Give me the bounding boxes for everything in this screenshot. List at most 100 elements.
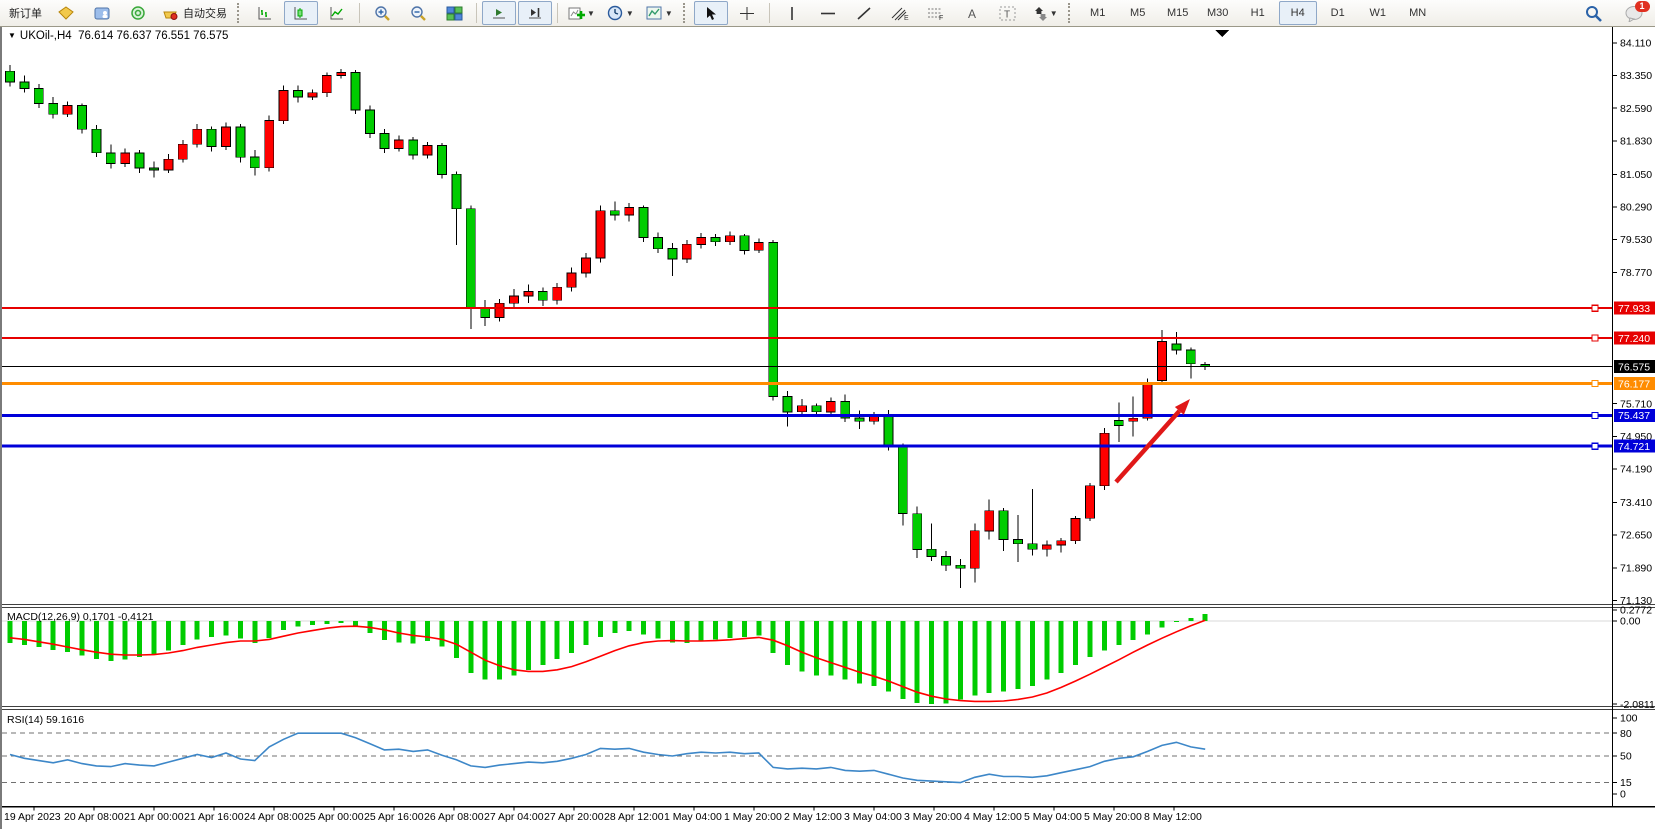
dropdown-caret: ▼ xyxy=(664,8,673,18)
chart-title: ▼ UKOil-,H4 76.614 76.637 76.551 76.575 xyxy=(8,30,228,42)
text-label-icon: T xyxy=(999,6,1016,20)
chart-window: 84.110 83.350 82.590 81.830 81.050 80.290 79.5… xyxy=(0,27,1655,829)
templates-icon xyxy=(646,6,662,19)
svg-text:28 Apr 12:00: 28 Apr 12:00 xyxy=(604,811,664,823)
svg-text:84.110: 84.110 xyxy=(1620,38,1651,50)
text-label-button[interactable]: T xyxy=(991,1,1025,25)
arrows-icon xyxy=(1034,6,1047,21)
chart-shift-icon xyxy=(528,7,541,18)
auto-scroll-button[interactable] xyxy=(482,1,516,25)
svg-text:F: F xyxy=(939,15,943,21)
fibonacci-button[interactable]: F xyxy=(919,1,953,25)
chart-shift-button[interactable] xyxy=(518,1,552,25)
timeframe-button-m30[interactable]: M30 xyxy=(1206,7,1229,19)
signals-button[interactable] xyxy=(121,1,155,25)
toolbar-drag-handle[interactable] xyxy=(237,3,243,23)
svg-text:3 May 04:00: 3 May 04:00 xyxy=(844,811,902,823)
toolbar-drag-handle[interactable] xyxy=(682,3,689,23)
crosshair-icon xyxy=(739,6,754,20)
svg-text:81.050: 81.050 xyxy=(1620,169,1652,181)
equidistant-channel-button[interactable]: E xyxy=(883,1,917,25)
search-button[interactable] xyxy=(1577,1,1611,25)
profiles-button[interactable] xyxy=(85,1,119,25)
zoom-out-icon xyxy=(410,6,426,21)
svg-text:21 Apr 00:00: 21 Apr 00:00 xyxy=(124,811,184,823)
svg-text:26 Apr 08:00: 26 Apr 08:00 xyxy=(424,811,484,823)
search-icon xyxy=(1586,5,1602,22)
line-chart-icon xyxy=(330,6,343,19)
dropdown-caret: ▼ xyxy=(587,8,595,18)
svg-text:20 Apr 08:00: 20 Apr 08:00 xyxy=(64,811,124,823)
svg-text:25 Apr 16:00: 25 Apr 16:00 xyxy=(364,811,424,823)
timeframe-button-w1[interactable]: W1 xyxy=(1369,7,1386,19)
new-order-button[interactable]: 新订单 xyxy=(4,1,47,25)
vertical-line-button[interactable] xyxy=(775,1,809,25)
svg-text:1 May 20:00: 1 May 20:00 xyxy=(724,811,782,823)
svg-text:71.130: 71.130 xyxy=(1620,595,1652,607)
notifications-button[interactable]: 1 xyxy=(1617,0,1651,25)
timeframe-button-h4[interactable]: H4 xyxy=(1278,1,1317,25)
svg-text:21 Apr 16:00: 21 Apr 16:00 xyxy=(184,811,244,823)
svg-text:74.721: 74.721 xyxy=(1618,441,1650,453)
bar-chart-icon xyxy=(258,6,271,19)
svg-text:0: 0 xyxy=(1620,789,1626,801)
line-chart-button[interactable] xyxy=(320,1,354,25)
svg-text:83.350: 83.350 xyxy=(1620,70,1652,82)
signals-icon xyxy=(130,5,145,20)
dropdown-caret: ▼ xyxy=(625,8,634,18)
svg-text:A: A xyxy=(968,7,976,21)
svg-text:27 Apr 20:00: 27 Apr 20:00 xyxy=(544,811,604,823)
timeframe-button-mn[interactable]: MN xyxy=(1409,7,1427,19)
market-depth-icon xyxy=(57,5,74,20)
svg-text:71.890: 71.890 xyxy=(1620,562,1652,574)
trendline-button[interactable] xyxy=(847,1,881,25)
templates-button[interactable]: ▼ xyxy=(641,1,678,25)
auto-scroll-icon xyxy=(492,8,505,18)
tile-windows-button[interactable] xyxy=(437,1,471,25)
timeframe-button-m5[interactable]: M5 xyxy=(1130,7,1146,19)
svg-text:73.410: 73.410 xyxy=(1620,497,1652,509)
svg-text:72.650: 72.650 xyxy=(1620,530,1652,542)
periods-button[interactable]: ▼ xyxy=(602,1,639,25)
svg-text:24 Apr 08:00: 24 Apr 08:00 xyxy=(244,811,304,823)
chevron-down-icon: ▼ xyxy=(8,31,16,40)
fibonacci-icon: F xyxy=(927,8,943,21)
svg-text:74.190: 74.190 xyxy=(1620,464,1652,476)
timeframe-button-h1[interactable]: H1 xyxy=(1250,7,1265,19)
periods-clock-icon xyxy=(607,5,623,21)
timeframe-button-d1[interactable]: D1 xyxy=(1330,7,1345,19)
market-depth-button[interactable] xyxy=(49,1,83,25)
text-icon: A xyxy=(968,7,976,21)
arrows-button[interactable]: ▼ xyxy=(1027,1,1063,25)
svg-text:76.575: 76.575 xyxy=(1618,361,1650,373)
timeframe-button-m15[interactable]: M15 xyxy=(1166,7,1189,19)
svg-text:50: 50 xyxy=(1620,751,1632,763)
candlestick-chart-button[interactable] xyxy=(284,1,318,25)
dropdown-caret: ▼ xyxy=(1049,8,1058,18)
cursor-button[interactable] xyxy=(693,1,728,25)
zoom-in-button[interactable] xyxy=(365,1,399,25)
svg-text:77.933: 77.933 xyxy=(1618,303,1650,315)
bar-chart-button[interactable] xyxy=(248,1,282,25)
toolbar-drag-handle[interactable] xyxy=(1067,3,1074,23)
candlestick-chart-icon xyxy=(294,6,307,19)
crosshair-button[interactable] xyxy=(730,1,764,25)
price-chart-canvas[interactable]: 84.110 83.350 82.590 81.830 81.050 80.290 79.5… xyxy=(2,27,1655,829)
svg-text:25 Apr 00:00: 25 Apr 00:00 xyxy=(304,811,364,823)
svg-text:27 Apr 04:00: 27 Apr 04:00 xyxy=(484,811,544,823)
new-chart-button[interactable]: ▼ xyxy=(563,1,600,25)
vertical-line-icon xyxy=(790,6,793,20)
svg-text:15: 15 xyxy=(1620,777,1632,789)
zoom-out-button[interactable] xyxy=(401,1,435,25)
text-button[interactable]: A xyxy=(955,1,989,25)
ohlc-values: 76.614 76.637 76.551 76.575 xyxy=(78,30,229,42)
timeframe-button-m1[interactable]: M1 xyxy=(1090,7,1106,19)
autotrading-button[interactable]: 自动交易 xyxy=(157,1,232,25)
profiles-icon xyxy=(94,7,109,19)
horizontal-line-button[interactable] xyxy=(811,1,845,25)
svg-text:76.177: 76.177 xyxy=(1618,378,1650,390)
svg-text:8 May 12:00: 8 May 12:00 xyxy=(1144,811,1202,823)
trendline-icon xyxy=(857,6,871,20)
svg-text:75.710: 75.710 xyxy=(1620,398,1652,410)
rsi-indicator-label: RSI(14) 59.1616 xyxy=(7,714,85,726)
